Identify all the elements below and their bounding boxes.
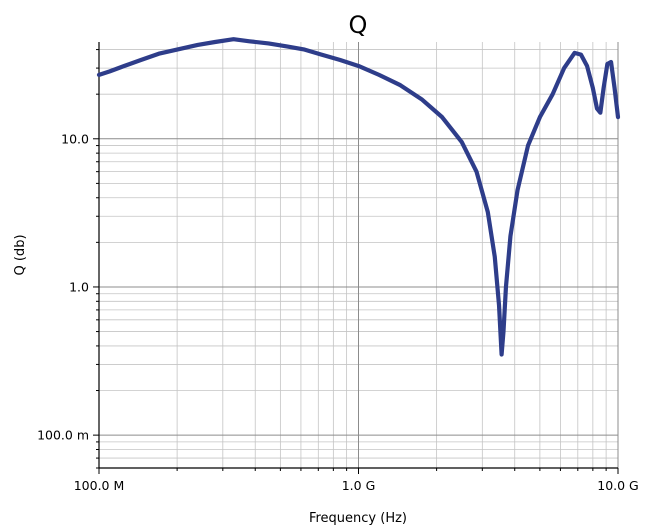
q-data-point	[419, 97, 424, 101]
q-data-point	[572, 51, 577, 55]
x-ticks: 100.0 M 1.0 G 10.0 G	[74, 468, 639, 493]
q-data-point	[398, 83, 402, 87]
q-data-point	[486, 210, 490, 214]
q-data-point	[508, 234, 513, 238]
q-data-point	[108, 69, 112, 73]
q-data-point	[501, 329, 506, 334]
q-data-point	[97, 73, 101, 77]
q-data-point	[338, 58, 342, 62]
q-data-point	[175, 47, 179, 52]
q-data-point	[460, 140, 464, 144]
chart-title: Q	[349, 11, 368, 39]
q-data-point	[356, 64, 361, 68]
q-data-point	[196, 43, 200, 47]
x-axis-label: Frequency (Hz)	[309, 511, 407, 526]
q-data-point	[303, 47, 307, 52]
q-data-point	[538, 115, 542, 119]
q-data-point	[497, 303, 501, 308]
q-data-point	[595, 106, 599, 111]
q-data-point	[440, 115, 444, 119]
q-data-point	[598, 111, 602, 115]
q-data-point	[157, 52, 161, 56]
y-ticks: 100.0 m 1.0 10.0	[37, 49, 99, 469]
q-data-point	[231, 37, 236, 41]
q-data-point	[605, 62, 609, 66]
q-data-point	[601, 86, 606, 90]
q-data-point	[377, 73, 381, 77]
q-data-point	[591, 86, 595, 90]
q-data-point	[122, 64, 126, 68]
q-data-point	[562, 66, 566, 70]
q-data-point	[609, 60, 613, 64]
x-tick-label: 1.0 G	[342, 478, 376, 493]
q-data-point	[585, 64, 589, 68]
q-data-point	[213, 40, 217, 44]
q-data-point	[247, 39, 252, 43]
q-data-point	[500, 352, 504, 357]
y-tick-label: 10.0	[61, 131, 89, 146]
y-tick-label: 1.0	[69, 279, 89, 294]
q-data-point	[612, 86, 617, 90]
q-data-point	[515, 188, 520, 192]
q-data-point	[266, 41, 271, 46]
x-tick-label: 10.0 G	[597, 478, 639, 493]
y-tick-label: 100.0 m	[37, 428, 89, 443]
q-data-point	[616, 115, 620, 119]
q-data-point	[551, 92, 555, 96]
y-axis-label: Q (db)	[13, 234, 28, 275]
series-layer	[96, 37, 621, 357]
q-data-point	[474, 170, 479, 174]
q-data-point	[285, 44, 289, 49]
q-data-point	[579, 53, 583, 57]
q-data-point	[504, 285, 508, 289]
q-data-point	[526, 143, 530, 148]
q-data-point	[493, 255, 497, 259]
x-tick-label: 100.0 M	[74, 478, 125, 493]
q-data-point	[139, 58, 143, 62]
q-data-point	[319, 53, 324, 57]
